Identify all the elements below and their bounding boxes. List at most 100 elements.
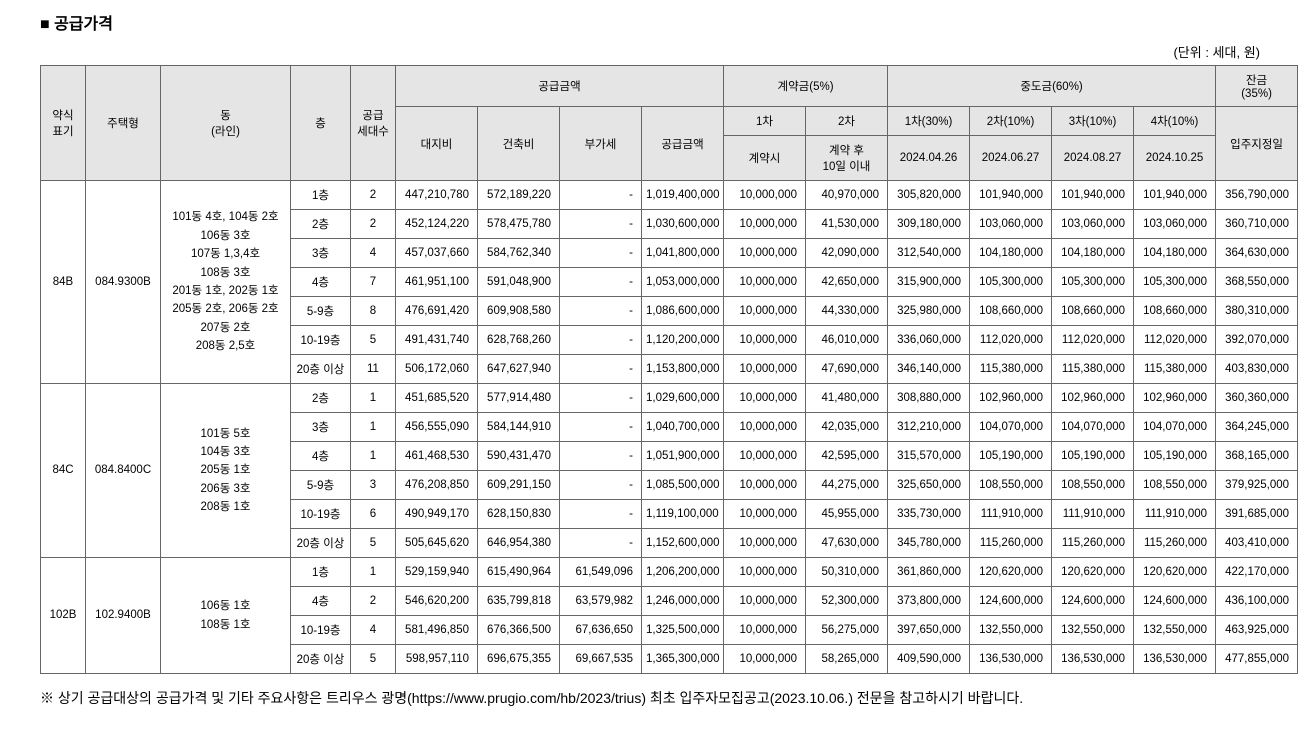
cell-floor: 4층 (291, 442, 351, 471)
cell-interim-1: 373,800,000 (888, 587, 970, 616)
cell-interim-2: 105,300,000 (970, 268, 1052, 297)
cell-count: 1 (351, 413, 396, 442)
cell-build: 591,048,900 (478, 268, 560, 297)
cell-contract-2: 42,035,000 (806, 413, 888, 442)
cell-land: 457,037,660 (396, 239, 478, 268)
header-build-cost: 건축비 (478, 107, 560, 181)
cell-floor: 1층 (291, 558, 351, 587)
cell-floor: 2층 (291, 384, 351, 413)
cell-interim-1: 325,980,000 (888, 297, 970, 326)
cell-floor: 20층 이상 (291, 645, 351, 674)
cell-interim-1: 336,060,000 (888, 326, 970, 355)
cell-balance: 360,360,000 (1216, 384, 1298, 413)
header-house-type: 주택형 (86, 66, 161, 181)
cell-interim-3: 111,910,000 (1052, 500, 1134, 529)
cell-interim-1: 346,140,000 (888, 355, 970, 384)
cell-land: 461,951,100 (396, 268, 478, 297)
cell-count: 4 (351, 239, 396, 268)
cell-floor: 1층 (291, 181, 351, 210)
cell-build: 590,431,470 (478, 442, 560, 471)
cell-contract-1: 10,000,000 (724, 326, 806, 355)
cell-floor: 3층 (291, 413, 351, 442)
cell-interim-1: 305,820,000 (888, 181, 970, 210)
cell-build: 572,189,220 (478, 181, 560, 210)
cell-contract-2: 46,010,000 (806, 326, 888, 355)
cell-interim-3: 132,550,000 (1052, 616, 1134, 645)
cell-interim-1: 315,900,000 (888, 268, 970, 297)
cell-contract-1: 10,000,000 (724, 210, 806, 239)
cell-type-code: 102B (41, 558, 86, 674)
cell-contract-2: 42,595,000 (806, 442, 888, 471)
cell-interim-3: 112,020,000 (1052, 326, 1134, 355)
cell-balance: 379,925,000 (1216, 471, 1298, 500)
header-supply-amount-group: 공급금액 (396, 66, 724, 107)
cell-dong: 101동 4호, 104동 2호106동 3호107동 1,3,4호108동 3… (161, 181, 291, 384)
cell-land: 505,645,620 (396, 529, 478, 558)
cell-vat: 61,549,096 (560, 558, 642, 587)
header-date-2: 2024.06.27 (970, 136, 1052, 181)
cell-build: 609,908,580 (478, 297, 560, 326)
cell-floor: 10-19층 (291, 616, 351, 645)
cell-balance: 436,100,000 (1216, 587, 1298, 616)
cell-type-code: 84C (41, 384, 86, 558)
cell-floor: 10-19층 (291, 500, 351, 529)
cell-contract-2: 50,310,000 (806, 558, 888, 587)
cell-supply: 1,085,500,000 (642, 471, 724, 500)
cell-vat: - (560, 413, 642, 442)
cell-supply: 1,086,600,000 (642, 297, 724, 326)
cell-balance: 477,855,000 (1216, 645, 1298, 674)
cell-balance: 422,170,000 (1216, 558, 1298, 587)
cell-interim-3: 104,070,000 (1052, 413, 1134, 442)
cell-interim-1: 309,180,000 (888, 210, 970, 239)
header-contract-time: 계약시 (724, 136, 806, 181)
cell-vat: - (560, 355, 642, 384)
cell-interim-1: 312,210,000 (888, 413, 970, 442)
cell-count: 6 (351, 500, 396, 529)
cell-supply: 1,040,700,000 (642, 413, 724, 442)
cell-interim-3: 108,660,000 (1052, 297, 1134, 326)
cell-floor: 4층 (291, 587, 351, 616)
cell-build: 676,366,500 (478, 616, 560, 645)
cell-interim-2: 103,060,000 (970, 210, 1052, 239)
cell-interim-3: 124,600,000 (1052, 587, 1134, 616)
cell-interim-3: 104,180,000 (1052, 239, 1134, 268)
cell-balance: 463,925,000 (1216, 616, 1298, 645)
cell-contract-2: 58,265,000 (806, 645, 888, 674)
cell-contract-1: 10,000,000 (724, 297, 806, 326)
cell-count: 2 (351, 587, 396, 616)
cell-interim-2: 108,550,000 (970, 471, 1052, 500)
cell-supply: 1,041,800,000 (642, 239, 724, 268)
cell-contract-2: 40,970,000 (806, 181, 888, 210)
cell-count: 7 (351, 268, 396, 297)
cell-floor: 2층 (291, 210, 351, 239)
cell-floor: 3층 (291, 239, 351, 268)
cell-count: 5 (351, 326, 396, 355)
cell-land: 581,496,850 (396, 616, 478, 645)
cell-interim-3: 105,300,000 (1052, 268, 1134, 297)
cell-contract-1: 10,000,000 (724, 181, 806, 210)
cell-supply: 1,246,000,000 (642, 587, 724, 616)
cell-contract-1: 10,000,000 (724, 442, 806, 471)
cell-build: 646,954,380 (478, 529, 560, 558)
cell-supply: 1,120,200,000 (642, 326, 724, 355)
cell-interim-4: 105,190,000 (1134, 442, 1216, 471)
cell-interim-4: 120,620,000 (1134, 558, 1216, 587)
cell-interim-2: 115,260,000 (970, 529, 1052, 558)
header-interim-group: 중도금(60%) (888, 66, 1216, 107)
cell-build: 696,675,355 (478, 645, 560, 674)
cell-interim-2: 104,070,000 (970, 413, 1052, 442)
cell-vat: - (560, 500, 642, 529)
cell-build: 584,762,340 (478, 239, 560, 268)
cell-dong: 106동 1호108동 1호 (161, 558, 291, 674)
cell-contract-2: 41,480,000 (806, 384, 888, 413)
cell-count: 1 (351, 442, 396, 471)
cell-vat: - (560, 268, 642, 297)
cell-floor: 20층 이상 (291, 529, 351, 558)
header-contract-10days: 계약 후10일 이내 (806, 136, 888, 181)
cell-balance: 380,310,000 (1216, 297, 1298, 326)
cell-count: 3 (351, 471, 396, 500)
cell-count: 1 (351, 558, 396, 587)
cell-land: 598,957,110 (396, 645, 478, 674)
cell-supply: 1,152,600,000 (642, 529, 724, 558)
cell-contract-2: 45,955,000 (806, 500, 888, 529)
